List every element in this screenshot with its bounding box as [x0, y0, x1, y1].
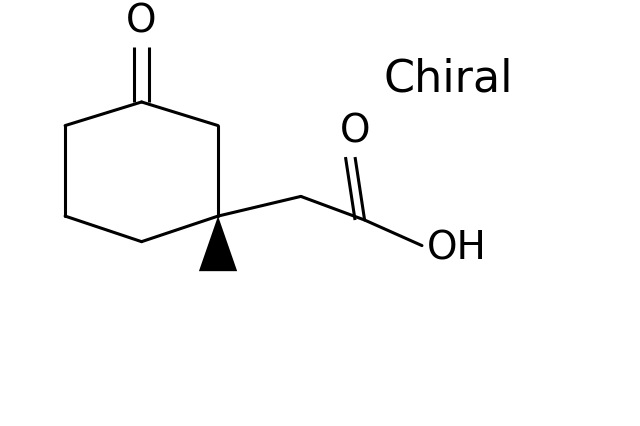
Text: OH: OH — [427, 229, 487, 267]
Polygon shape — [199, 216, 237, 271]
Text: Chiral: Chiral — [384, 58, 513, 101]
Text: O: O — [340, 113, 371, 151]
Text: O: O — [126, 3, 157, 41]
